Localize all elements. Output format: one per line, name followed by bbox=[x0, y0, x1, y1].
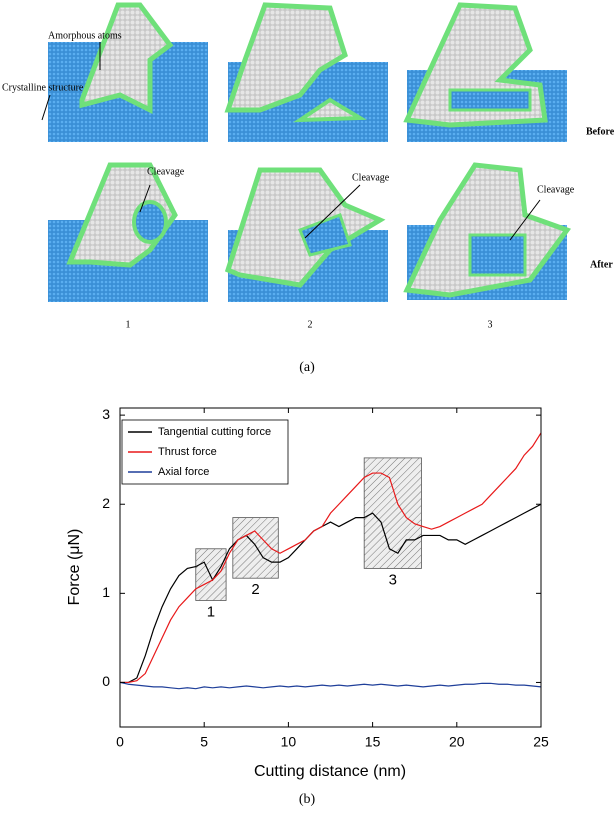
highlight-region bbox=[232, 517, 279, 579]
legend-label: Tangential cutting force bbox=[158, 426, 271, 438]
series-line bbox=[120, 432, 542, 684]
snapshot bbox=[48, 2, 208, 142]
legend-label: Thrust force bbox=[158, 446, 217, 458]
region-label: 3 bbox=[389, 571, 397, 588]
series-line bbox=[120, 503, 542, 684]
x-tick-label: 10 bbox=[281, 734, 297, 750]
region-label: 1 bbox=[207, 603, 215, 620]
x-axis-title: Cutting distance (nm) bbox=[254, 763, 406, 780]
annotation: Cleavage bbox=[147, 166, 185, 177]
column-label: 1 bbox=[126, 319, 131, 330]
snapshot bbox=[403, 162, 572, 300]
legend-label: Axial force bbox=[158, 466, 209, 478]
annotation: Cleavage bbox=[537, 184, 575, 195]
x-tick-label: 5 bbox=[200, 734, 208, 750]
plot-frame bbox=[119, 407, 542, 728]
y-tick-label: 1 bbox=[102, 584, 110, 600]
row-label: After bbox=[590, 259, 613, 270]
row-label: Before bbox=[586, 126, 614, 137]
x-tick-label: 15 bbox=[365, 734, 381, 750]
arrows bbox=[41, 42, 541, 241]
region-label: 2 bbox=[251, 581, 259, 598]
column-label: 3 bbox=[488, 319, 493, 330]
annotation: Crystalline structure bbox=[2, 82, 84, 93]
snapshot bbox=[403, 2, 567, 142]
y-tick-label: 3 bbox=[102, 406, 110, 422]
snapshot bbox=[224, 2, 388, 142]
x-tick-label: 0 bbox=[116, 734, 124, 750]
caption: (b) bbox=[299, 792, 316, 807]
column-label: 2 bbox=[308, 319, 313, 330]
x-tick-label: 20 bbox=[449, 734, 465, 750]
y-axis-title: Force (μN) bbox=[66, 529, 83, 606]
annotation: Cleavage bbox=[352, 172, 390, 183]
snapshot bbox=[48, 162, 208, 302]
snapshots bbox=[48, 2, 572, 302]
series-line bbox=[119, 681, 542, 690]
snapshot bbox=[224, 167, 388, 302]
annotation: Amorphous atoms bbox=[48, 30, 122, 41]
highlight-region bbox=[195, 548, 227, 601]
y-tick-label: 0 bbox=[102, 673, 110, 689]
y-tick-label: 2 bbox=[102, 495, 110, 511]
x-tick-label: 25 bbox=[533, 734, 549, 750]
caption: (a) bbox=[299, 360, 315, 375]
